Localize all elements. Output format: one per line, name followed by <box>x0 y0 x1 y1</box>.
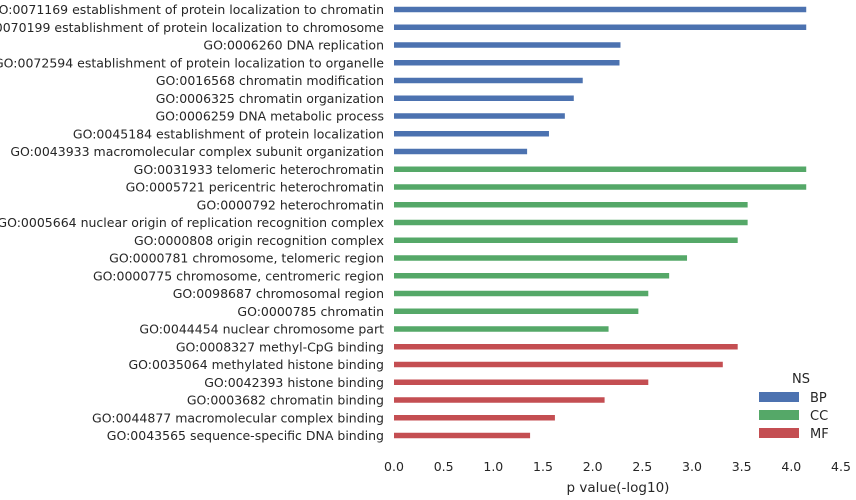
x-tick-label: 1.0 <box>483 459 503 474</box>
x-tick-label: 4.0 <box>781 459 801 474</box>
x-tick-label: 0.0 <box>384 459 404 474</box>
bar-cc-14 <box>394 255 688 261</box>
category-label: GO:0043565 sequence-specific DNA binding <box>107 428 384 443</box>
x-tick-label: 3.5 <box>732 459 752 474</box>
category-label: GO:0000781 chromosome, telomeric region <box>109 251 384 266</box>
category-label: GO:0008327 methyl-CpG binding <box>176 339 384 354</box>
category-labels: GO:0071169 establishment of protein loca… <box>0 2 384 443</box>
category-label: GO:0035064 methylated histone binding <box>128 357 384 372</box>
x-tick-label: 2.0 <box>583 459 603 474</box>
bar-mf-24 <box>394 432 531 439</box>
category-label: GO:0003682 chromatin binding <box>187 393 384 408</box>
bar-bp-5 <box>394 95 574 101</box>
bar-mf-19 <box>394 344 738 350</box>
bar-cc-10 <box>394 184 807 190</box>
category-label: GO:0072594 establishment of protein loca… <box>0 55 384 70</box>
bar-cc-18 <box>394 326 609 332</box>
category-label: GO:0000785 chromatin <box>237 304 384 319</box>
bar-cc-16 <box>394 290 649 297</box>
x-tick-label: 3.0 <box>682 459 702 474</box>
legend-label-bp: BP <box>810 391 827 406</box>
category-label: GO:0005664 nuclear origin of replication… <box>0 215 384 230</box>
category-label: GO:0098687 chromosomal region <box>173 286 384 301</box>
category-label: GO:0006259 DNA metabolic process <box>156 109 385 124</box>
bar-bp-2 <box>394 42 621 48</box>
category-label: GO:0071169 establishment of protein loca… <box>0 2 384 17</box>
category-label: GO:0070199 establishment of protein loca… <box>0 20 384 35</box>
bar-bp-3 <box>394 60 620 66</box>
bar-cc-12 <box>394 219 748 226</box>
x-tick-label: 4.5 <box>831 459 851 474</box>
category-label: GO:0031933 telomeric heterochromatin <box>134 162 384 177</box>
bar-mf-20 <box>394 361 723 368</box>
category-label: GO:0044877 macromolecular complex bindin… <box>92 410 384 425</box>
bar-mf-22 <box>394 397 605 403</box>
bar-bp-0 <box>394 6 807 13</box>
legend-swatch-mf <box>759 428 799 438</box>
bar-cc-11 <box>394 202 748 208</box>
bar-cc-17 <box>394 308 639 314</box>
category-label: GO:0000792 heterochromatin <box>197 197 384 212</box>
x-tick-label: 2.5 <box>632 459 652 474</box>
bars-layer <box>394 6 807 439</box>
legend-label-cc: CC <box>810 409 828 424</box>
category-label: GO:0045184 establishment of protein loca… <box>73 126 384 141</box>
legend-swatch-cc <box>759 410 799 420</box>
category-label: GO:0043933 macromolecular complex subuni… <box>10 144 384 159</box>
category-label: GO:0006325 chromatin organization <box>156 91 384 106</box>
legend-swatch-bp <box>759 392 799 402</box>
category-label: GO:0000775 chromosome, centromeric regio… <box>93 268 384 283</box>
x-axis-title: p value(-log10) <box>567 480 670 496</box>
bar-bp-1 <box>394 24 807 30</box>
category-label: GO:0016568 chromatin modification <box>156 73 384 88</box>
bar-cc-9 <box>394 166 807 172</box>
x-tick-label: 0.5 <box>434 459 454 474</box>
bar-bp-4 <box>394 77 583 84</box>
legend-label-mf: MF <box>810 427 829 442</box>
bar-cc-13 <box>394 237 738 243</box>
x-axis-ticks: 0.0 0.5 1.0 1.5 2.0 2.5 3.0 3.5 4.0 4.5 <box>384 459 851 474</box>
bar-cc-15 <box>394 273 670 279</box>
category-label: GO:0000808 origin recognition complex <box>134 233 384 248</box>
legend: NS BP CC MF <box>759 372 829 442</box>
bar-bp-8 <box>394 148 528 155</box>
legend-title: NS <box>792 372 810 387</box>
category-label: GO:0005721 pericentric heterochromatin <box>126 180 384 195</box>
category-label: GO:0006260 DNA replication <box>203 38 384 53</box>
bar-bp-6 <box>394 113 565 119</box>
bar-mf-23 <box>394 415 555 421</box>
x-tick-label: 1.5 <box>533 459 553 474</box>
bar-bp-7 <box>394 131 549 137</box>
bar-mf-21 <box>394 379 649 385</box>
category-label: GO:0044454 nuclear chromosome part <box>139 322 384 337</box>
category-label: GO:0042393 histone binding <box>204 375 384 390</box>
